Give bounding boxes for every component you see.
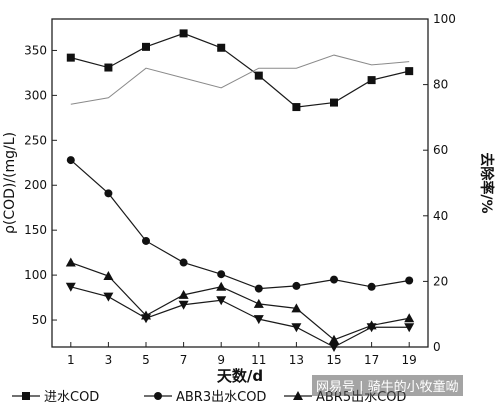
legend-marker [22, 392, 30, 400]
y-axis-left: 50 100 150 200 250 300 350 [24, 43, 57, 327]
series-4-point [404, 323, 415, 333]
y-right-tick-label: 40 [433, 209, 448, 223]
x-tick-label: 7 [180, 353, 188, 367]
y-left-tick-label: 250 [24, 133, 47, 147]
legend-marker [154, 392, 162, 400]
series-4-point [216, 296, 227, 306]
series-1-point [179, 29, 188, 38]
y-axis-right-label: 去除率/% [478, 152, 495, 213]
legend-label: ABR3出水COD [176, 390, 266, 402]
series-4-point [366, 323, 377, 333]
y-left-tick-label: 100 [24, 268, 47, 282]
series-3-point [329, 334, 339, 344]
series-2-point [217, 270, 226, 279]
series-layer [65, 29, 415, 352]
y-left-tick-label: 300 [24, 88, 47, 102]
series-2-point [142, 236, 150, 245]
x-tick-label: 15 [326, 353, 341, 367]
y-left-tick-label: 350 [24, 43, 47, 57]
series-2-point [405, 276, 414, 285]
series-2-point [330, 275, 338, 284]
series-1-point [292, 103, 301, 112]
series-5 [70, 54, 410, 105]
series-2-point [179, 258, 188, 267]
series-2-point [66, 156, 75, 165]
series-3-point [65, 257, 76, 267]
x-tick-label: 19 [402, 353, 417, 367]
series-4-point [291, 323, 302, 333]
series-4-point [103, 292, 114, 302]
plot-area [51, 18, 429, 348]
y-right-tick-label: 20 [433, 274, 448, 288]
series-3-point [253, 298, 264, 308]
series-1-point [254, 71, 263, 80]
x-axis: 1 3 5 7 9 11 13 15 17 19 [67, 342, 417, 367]
y-right-tick-label: 80 [433, 78, 448, 92]
y-left-tick-label: 150 [24, 223, 47, 237]
series-2-point [254, 284, 263, 293]
x-tick-label: 17 [364, 353, 379, 367]
series-2-point [104, 189, 113, 198]
y-axis-left-label: ρ(COD)/(mg/L) [2, 132, 18, 234]
series-1-point [330, 98, 338, 107]
legend-item: ABR3出水COD [144, 390, 266, 402]
x-tick-label: 11 [251, 353, 266, 367]
x-axis-label: 天数/d [217, 367, 263, 385]
y-right-tick-label: 0 [433, 340, 441, 354]
series-3 [65, 257, 415, 344]
series-1-point [142, 42, 150, 51]
legend-marker [293, 391, 303, 400]
series-1-point [104, 63, 113, 72]
series-4-point [178, 300, 189, 310]
series-4-point [141, 314, 151, 324]
series-3-point [291, 303, 302, 313]
series-3-point [103, 271, 114, 281]
series-1-point [217, 43, 226, 52]
y-left-tick-label: 50 [32, 313, 47, 327]
plot-frame [51, 18, 429, 348]
x-tick-label: 5 [142, 353, 150, 367]
legend-item: 进水COD [12, 390, 99, 402]
watermark: 网易号 | 骑牛的小牧童呦 [312, 375, 463, 396]
series-4-point [65, 282, 76, 292]
x-tick-label: 13 [289, 353, 304, 367]
y-right-tick-label: 100 [433, 12, 456, 26]
series-1 [66, 29, 414, 112]
series-1-point [405, 67, 414, 76]
series-4-point [329, 343, 339, 352]
legend: 进水COD ABR3出水COD ABR5出水COD [12, 390, 406, 402]
series-4-line [70, 286, 410, 348]
x-tick-label: 3 [105, 353, 113, 367]
series-3-point [178, 289, 189, 299]
legend-label: 进水COD [44, 390, 99, 402]
series-2-point [367, 282, 376, 291]
series-2-point [292, 281, 301, 290]
series-2-line [70, 159, 410, 290]
series-1-point [66, 53, 75, 62]
series-2 [66, 156, 414, 293]
y-right-tick-label: 60 [433, 143, 448, 157]
x-tick-label: 1 [67, 353, 75, 367]
series-3-point [216, 281, 227, 291]
y-left-tick-label: 200 [24, 178, 47, 192]
series-4 [65, 282, 415, 352]
y-axis-right: 0 20 40 60 80 100 [423, 12, 456, 354]
series-3-line [70, 261, 410, 341]
series-4-point [253, 315, 264, 325]
series-5-line [70, 54, 410, 105]
series-1-point [367, 76, 376, 85]
series-3-point [404, 313, 415, 323]
series-1-line [70, 32, 410, 108]
x-tick-label: 9 [217, 353, 225, 367]
